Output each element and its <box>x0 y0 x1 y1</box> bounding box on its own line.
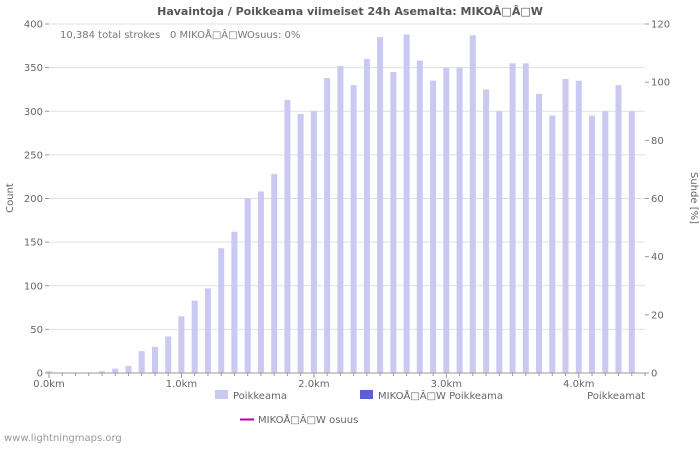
bar <box>46 371 52 373</box>
bar <box>496 111 503 374</box>
bar <box>628 111 635 374</box>
legend-label-station-poikkeama: MIKOÅ□Â□W Poikkeama <box>378 389 503 402</box>
bar <box>271 174 278 373</box>
bar <box>575 80 582 373</box>
bar <box>469 35 476 374</box>
y-tick-label-left: 50 <box>30 325 43 336</box>
station-strokes-annotation: 0 MIKOÅ□Â□W <box>170 28 248 41</box>
chart-title: Havaintoja / Poikkeama viimeiset 24h Ase… <box>157 5 543 18</box>
y-tick-label-right: 20 <box>651 310 664 321</box>
bar <box>99 371 105 373</box>
y-tick-label-right: 80 <box>651 136 664 147</box>
bar <box>297 113 304 374</box>
bar <box>549 115 556 373</box>
bar <box>112 368 119 373</box>
bar <box>231 231 238 373</box>
bar <box>191 300 198 373</box>
bar <box>562 79 569 373</box>
y-tick-label-left: 150 <box>24 238 43 249</box>
bar <box>483 89 490 374</box>
x-tick-label: 0.0km <box>33 379 64 390</box>
y-tick-label-left: 200 <box>24 194 43 205</box>
legend-swatch-poikkeama <box>215 390 228 399</box>
y-tick-label-right: 0 <box>651 369 657 380</box>
bar <box>204 288 211 373</box>
bar <box>443 67 450 373</box>
bar <box>456 67 463 373</box>
bar <box>152 346 158 373</box>
bar <box>138 351 145 373</box>
y-tick-label-right: 120 <box>651 20 670 31</box>
axis-ticks: 0 50 100 150 200 250 300 350 400 0 20 40 60 80 100 120 0… <box>24 20 670 391</box>
bar <box>403 34 410 373</box>
x-tick-label: 3.0km <box>431 379 462 390</box>
bar <box>125 366 132 373</box>
x-axis-title: Poikkeamat <box>587 391 645 402</box>
y-tick-label-right: 100 <box>651 78 670 89</box>
y-tick-label-right: 40 <box>651 252 664 263</box>
y-tick-label-left: 100 <box>24 281 43 292</box>
bar <box>589 115 595 373</box>
total-strokes-annotation: 10,384 total strokes <box>60 30 160 41</box>
bar <box>509 63 516 374</box>
legend-label-osuus: MIKOÅ□Â□W osuus <box>258 413 358 426</box>
bar <box>284 99 291 374</box>
bar <box>602 111 609 374</box>
x-tick-label: 4.0km <box>563 379 594 390</box>
y-tick-label-left: 250 <box>24 150 43 161</box>
y-tick-label-left: 400 <box>24 20 43 31</box>
bar <box>416 60 423 373</box>
bar <box>324 78 331 373</box>
bar <box>218 248 225 373</box>
bar <box>536 93 542 374</box>
bar <box>390 72 397 373</box>
y-tick-label-left: 0 <box>37 369 43 380</box>
bar <box>337 65 344 374</box>
bar <box>257 191 264 373</box>
bar <box>615 85 622 373</box>
bar <box>244 198 251 373</box>
share-annotation: Osuus: 0% <box>247 30 300 41</box>
bars <box>46 34 635 374</box>
legend: Poikkeama MIKOÅ□Â□W Poikkeama Poikkeamat… <box>215 389 645 426</box>
y-axis-label-right: Suhde [%] <box>688 172 699 224</box>
bar <box>522 63 529 374</box>
y-axis-label-left: Count <box>5 183 16 213</box>
bar <box>363 58 370 374</box>
x-tick-label: 1.0km <box>166 379 197 390</box>
y-tick-label-right: 60 <box>651 194 664 205</box>
y-tick-label-left: 350 <box>24 63 43 74</box>
bar <box>178 316 185 373</box>
y-tick-label-left: 300 <box>24 107 43 118</box>
legend-swatch-station-poikkeama <box>360 390 373 399</box>
legend-label-poikkeama: Poikkeama <box>233 391 287 402</box>
bar <box>350 85 357 373</box>
watermark: www.lightningmaps.org <box>4 433 122 444</box>
bar <box>165 336 172 373</box>
bar <box>430 80 437 373</box>
bar <box>310 111 317 374</box>
x-tick-label: 2.0km <box>298 379 329 390</box>
bar <box>377 37 384 373</box>
